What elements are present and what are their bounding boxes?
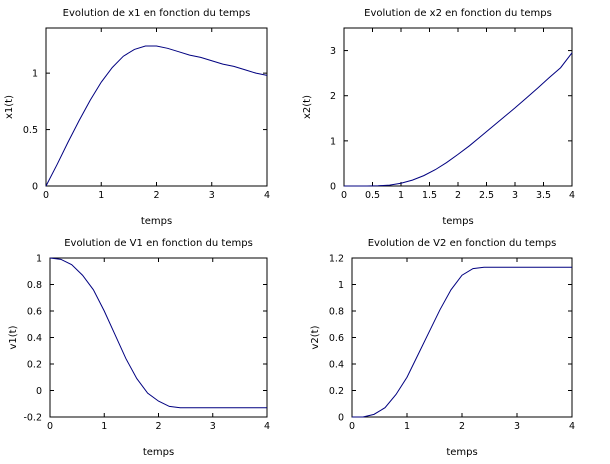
- x-tick-label: 2: [155, 421, 161, 432]
- y-tick-label: 0.8: [27, 280, 42, 291]
- chart-1: Evolution de x1 en fonction du temps 0 1 2 3…: [4, 8, 270, 227]
- y-tick-label: 0: [36, 386, 42, 397]
- x-tick-label: 2: [153, 190, 159, 201]
- x-tick-label: 4: [569, 190, 575, 201]
- x-axis-label: temps: [446, 447, 477, 458]
- y-axis-label: x1(t): [4, 95, 15, 119]
- y-tick-label: 0: [32, 182, 38, 193]
- x-tick-label: 0: [341, 190, 347, 201]
- x-tick-label: 1: [98, 190, 104, 201]
- y-tick-label: 1: [32, 69, 38, 80]
- x-tick-label: 3: [209, 190, 215, 201]
- y-tick-label: 0.6: [27, 307, 42, 318]
- plot-frame: [351, 257, 573, 418]
- x-axis-label: temps: [141, 216, 172, 227]
- chart-3: Evolution de V1 en fonction du temps 0 1 2 3…: [8, 238, 270, 458]
- y-tick-label: 0: [338, 413, 344, 424]
- plot-frame: [49, 257, 268, 418]
- x-tick-label: 1: [101, 421, 107, 432]
- x-tick-label: 1: [398, 190, 404, 201]
- chart-title: Evolution de V1 en fonction du temps: [64, 238, 253, 249]
- chart-title: Evolution de x2 en fonction du temps: [364, 8, 552, 19]
- chart-2: Evolution de x2 en fonction du temps 0 0.5…: [302, 8, 575, 227]
- y-tick-label: 2: [330, 91, 336, 102]
- x-tick-label: 2.5: [479, 190, 494, 201]
- x-tick-label: 3.5: [536, 190, 551, 201]
- x-tick-label: 0: [43, 190, 49, 201]
- y-tick-label: 0.4: [27, 333, 42, 344]
- y-tick-label: 1.2: [329, 254, 344, 265]
- x-tick-label: 4: [264, 421, 270, 432]
- x-tick-label: 2: [455, 190, 461, 201]
- x-axis-label: temps: [143, 447, 174, 458]
- y-tick-label: 0.5: [23, 125, 38, 136]
- y-tick-label: 0.6: [329, 333, 344, 344]
- chart-title: Evolution de x1 en fonction du temps: [63, 8, 251, 19]
- x-axis-label: temps: [442, 216, 473, 227]
- y-tick-label: 1: [338, 280, 344, 291]
- y-tick-label: 1: [36, 254, 42, 265]
- y-tick-label: 3: [330, 46, 336, 57]
- x-tick-label: 1.5: [422, 190, 437, 201]
- x-tick-label: 4: [569, 421, 575, 432]
- y-tick-label: 0: [330, 182, 336, 193]
- y-tick-label: 0.4: [329, 360, 344, 371]
- chart-4: Evolution de V2 en fonction du temps 0 1 2 3…: [310, 238, 575, 458]
- x-tick-label: 3: [512, 190, 518, 201]
- series-line-1: [352, 266, 572, 418]
- y-axis-label: x2(t): [302, 95, 313, 119]
- x-tick-label: 4: [264, 190, 270, 201]
- x-tick-label: 1: [404, 421, 410, 432]
- x-tick-label: 0.5: [365, 190, 380, 201]
- plot-frame: [343, 27, 573, 187]
- y-tick-label: -0.2: [23, 413, 42, 424]
- y-tick-label: 0.2: [329, 386, 344, 397]
- x-tick-label: 0: [47, 421, 53, 432]
- y-tick-label: 0.2: [27, 360, 42, 371]
- x-tick-label: 2: [459, 421, 465, 432]
- series-line-1: [45, 45, 268, 187]
- y-tick-label: 0.8: [329, 307, 344, 318]
- x-tick-label: 3: [514, 421, 520, 432]
- y-tick-label: 1: [330, 136, 336, 147]
- chart-title: Evolution de V2 en fonction du temps: [368, 238, 557, 249]
- series-line-1: [49, 257, 267, 409]
- x-tick-label: 0: [349, 421, 355, 432]
- plot-frame: [45, 27, 268, 187]
- series-line-1: [344, 52, 573, 187]
- x-tick-label: 3: [210, 421, 216, 432]
- y-axis-label: v1(t): [8, 325, 19, 349]
- y-axis-label: v2(t): [310, 325, 321, 349]
